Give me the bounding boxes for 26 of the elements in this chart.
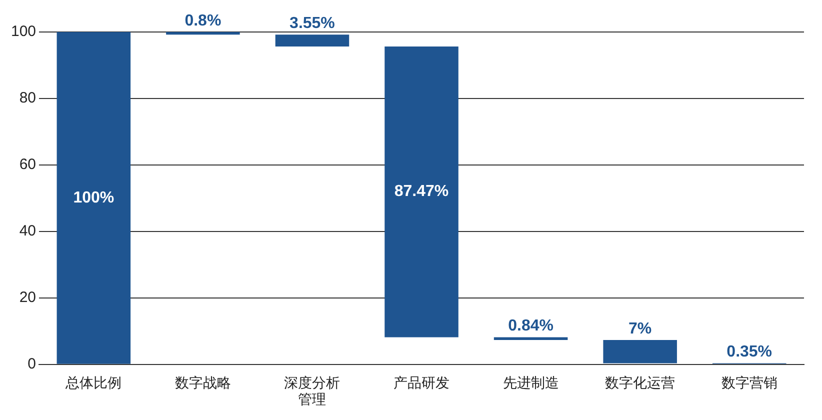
- y-tick-label: 100: [10, 23, 36, 40]
- x-tick-label: 产品研发: [394, 375, 450, 392]
- data-label: 0.8%: [184, 12, 222, 30]
- bar: [275, 34, 350, 46]
- x-tick-label: 数字营销: [721, 375, 778, 392]
- y-tick-label: 40: [19, 222, 36, 240]
- bar: [166, 32, 240, 35]
- x-tick-label: 数字战略: [174, 375, 231, 392]
- data-label: 3.55%: [290, 15, 335, 32]
- y-tick-label: 20: [19, 289, 36, 306]
- data-label: 0.84%: [508, 318, 554, 335]
- data-label: 0.35%: [726, 344, 772, 361]
- bar: [384, 46, 458, 338]
- x-tick-label: 数字化运营: [605, 375, 676, 392]
- data-label: 100%: [73, 189, 114, 206]
- data-label: 87.47%: [394, 183, 449, 200]
- y-tick-label: 80: [19, 90, 36, 107]
- bar: [56, 32, 131, 364]
- y-tick-label: 0: [28, 356, 36, 373]
- y-tick-label: 60: [19, 156, 36, 174]
- x-tick-label: 先进制造: [502, 375, 559, 392]
- x-tick-label: 深度分析管理: [284, 375, 340, 408]
- bar: [603, 340, 677, 364]
- x-tick-label: 总体比例: [64, 375, 122, 392]
- bar: [494, 337, 568, 340]
- data-label: 7%: [628, 320, 652, 338]
